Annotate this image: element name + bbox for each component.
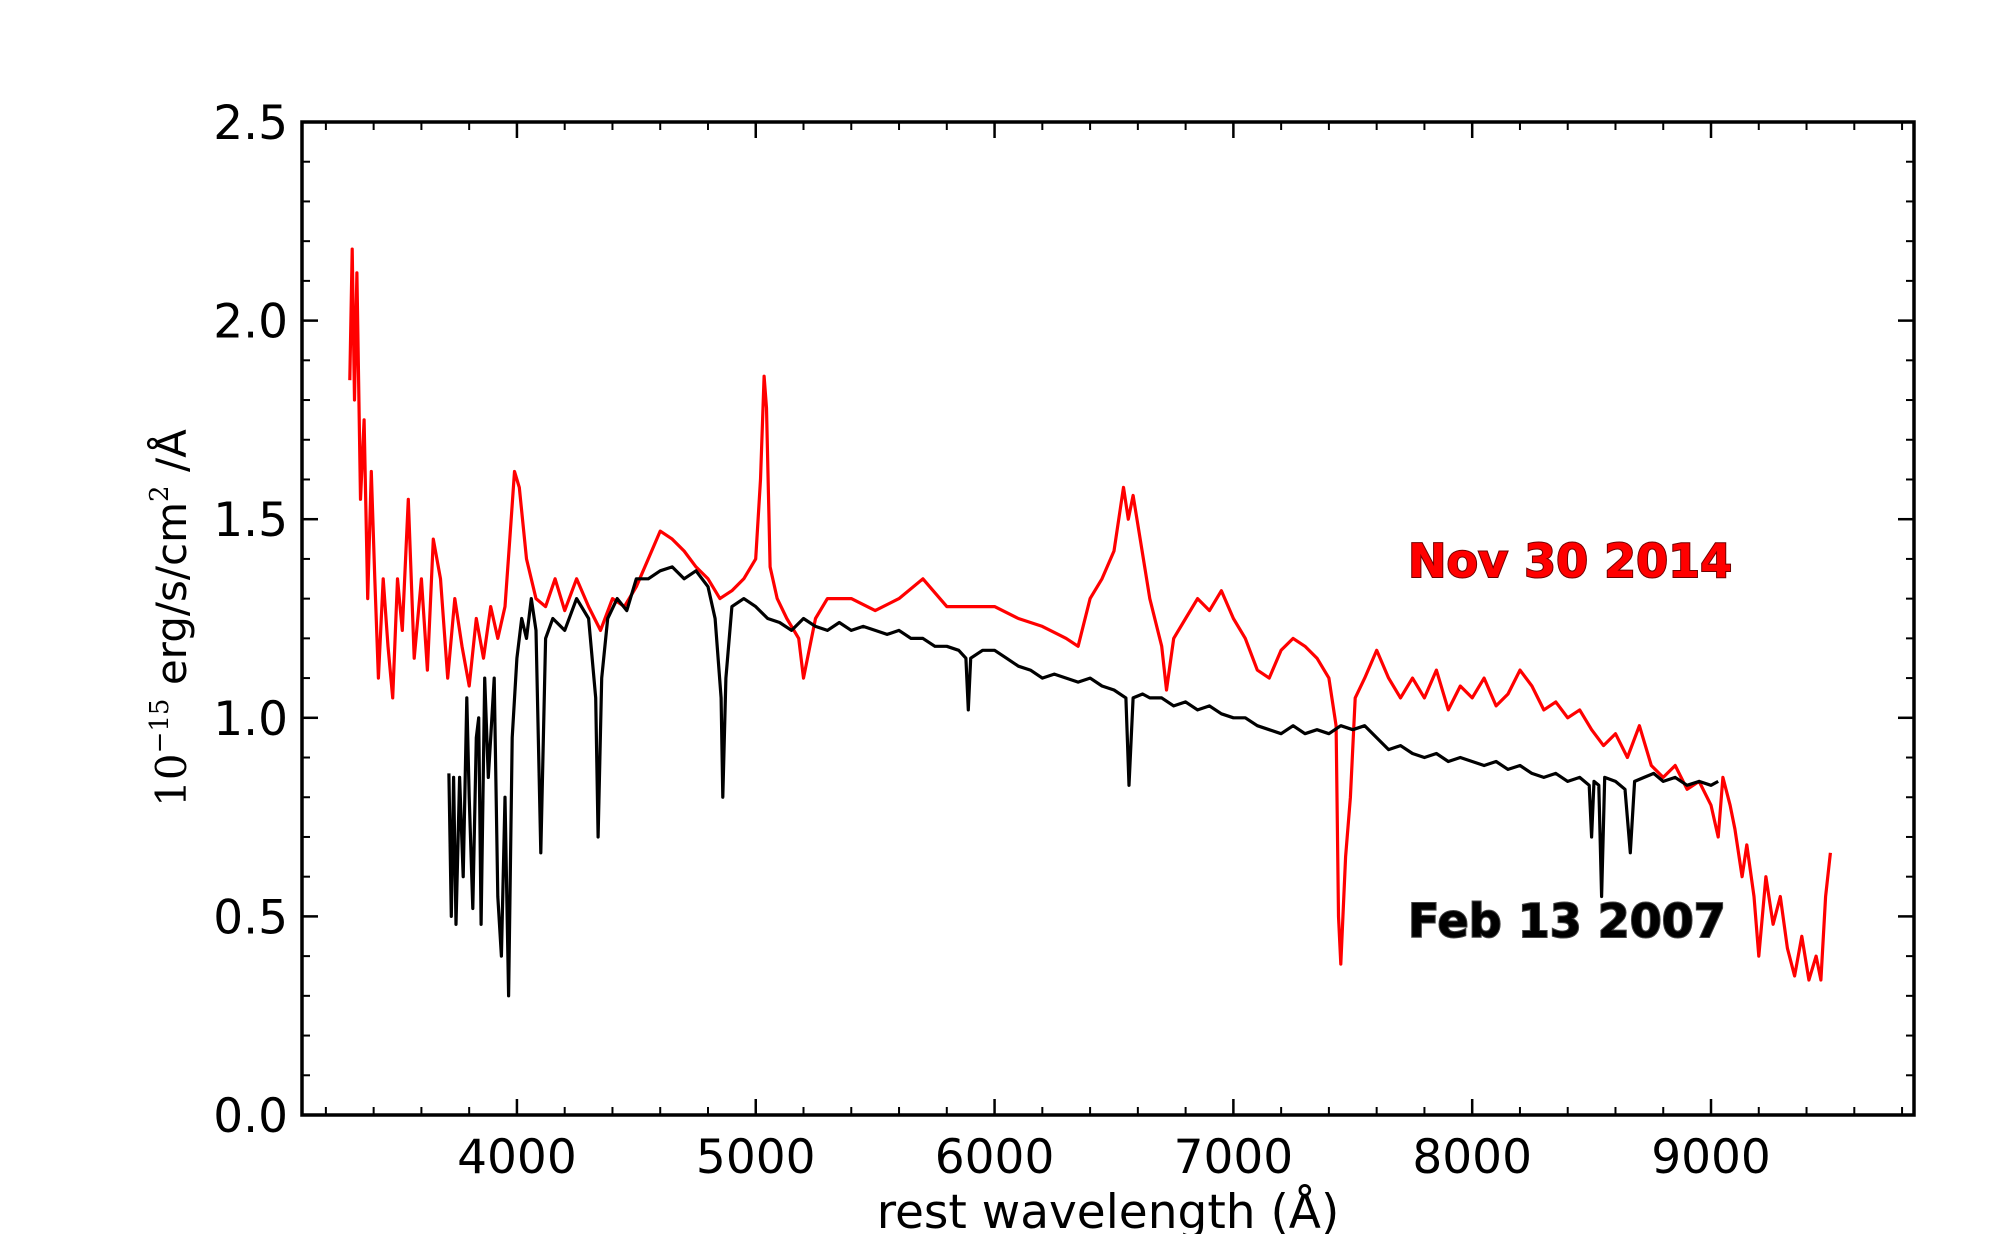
x-tick-label: 9000 [1651, 1130, 1771, 1185]
plot-frame [300, 120, 1916, 1117]
x-tick-label: 8000 [1412, 1130, 1532, 1185]
y-tick-label: 2.0 [213, 295, 288, 350]
plot-area [302, 122, 1914, 1115]
y-axis-title-unit-exponent: 2 [145, 485, 175, 502]
x-tick-label: 5000 [696, 1130, 816, 1185]
series-label-nov-30-2014: Nov 30 2014 [1408, 534, 1732, 588]
y-tick-label: 1.0 [213, 692, 288, 747]
y-tick-label: 2.5 [213, 96, 288, 151]
series-line-nov-30-2014 [348, 247, 1832, 982]
y-axis-title-base: 10 [147, 753, 196, 806]
x-tick-label: 7000 [1174, 1130, 1294, 1185]
x-tick-label: 4000 [457, 1130, 577, 1185]
y-axis-title-exponent: −15 [145, 699, 175, 754]
ticks-layer: 4000 5000 6000 7000 8000 9000 0.0 0.5 1.0 1.5 2.0 2… [213, 96, 1914, 1185]
x-tick-label: 6000 [935, 1130, 1055, 1185]
series-label-feb-13-2007: Feb 13 2007 [1408, 894, 1726, 948]
series-line-feb-13-2007 [447, 565, 1719, 998]
y-axis-title-unit: erg/s/cm [147, 502, 196, 699]
x-axis-title: rest wavelength (Å) [877, 1185, 1340, 1234]
y-axis-title-unit-tail: /Å [146, 429, 196, 486]
y-axis-title: 10−15 erg/s/cm2 /Å [145, 429, 196, 807]
y-tick-label: 0.0 [213, 1089, 288, 1144]
series-layer [348, 247, 1832, 998]
y-tick-label: 1.5 [213, 493, 288, 548]
y-tick-label: 0.5 [213, 890, 288, 945]
